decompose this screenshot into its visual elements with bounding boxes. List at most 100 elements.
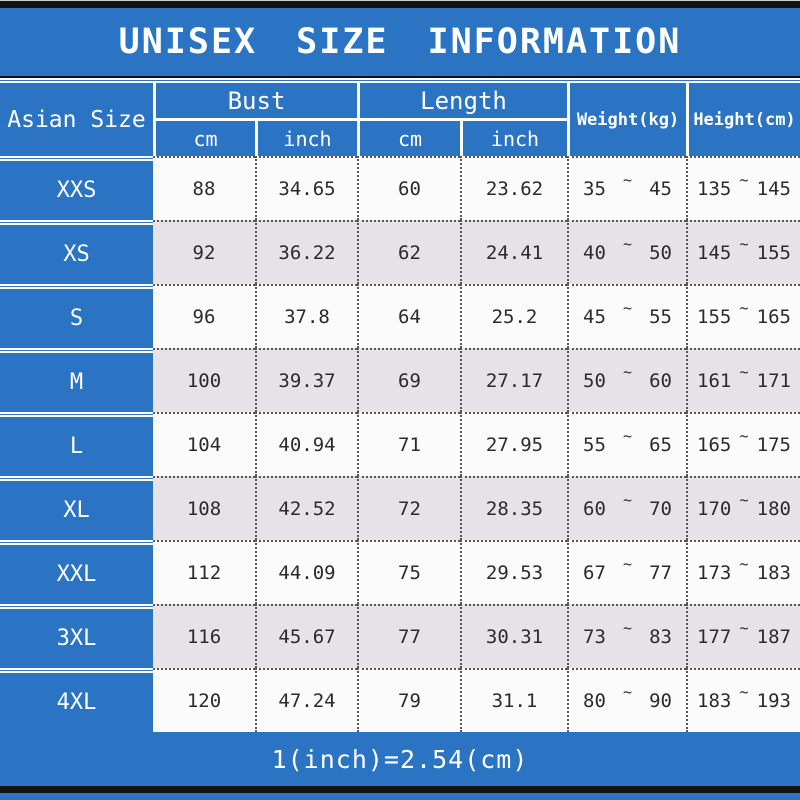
size-label: XL (0, 476, 153, 540)
length-inch-cell: 24.41 (460, 220, 567, 284)
length-inch-cell: 28.35 (460, 476, 567, 540)
height-range-cell: 183 ~193 (686, 668, 800, 732)
bust-cm-cell: 120 (153, 668, 255, 732)
bust-cm-cell: 104 (153, 412, 255, 476)
length-cm-cell: 60 (357, 156, 460, 220)
bust-inch-cell: 40.94 (255, 412, 357, 476)
tilde-symbol: ~ (622, 683, 633, 701)
header-length-cm: cm (397, 126, 423, 151)
height-range-cell: 161 ~171 (686, 348, 800, 412)
length-cm-cell: 69 (357, 348, 460, 412)
length-cm-cell: 62 (357, 220, 460, 284)
weight-range-cell: 60 ~70 (567, 476, 686, 540)
bust-cm-cell: 100 (153, 348, 255, 412)
height-range-cell: 173 ~183 (686, 540, 800, 604)
size-label: 3XL (0, 604, 153, 668)
length-inch-cell: 31.1 (460, 668, 567, 732)
height-min: 145 (697, 242, 732, 264)
height-range-cell: 135 ~145 (686, 156, 800, 220)
table-row-s: S 96 37.8 64 25.2 45 ~55 155 ~165 (0, 284, 800, 348)
header-bust-units: cm inch (156, 118, 357, 156)
bottom-border-bar (0, 786, 800, 793)
bust-inch-cell: 42.52 (255, 476, 357, 540)
weight-range-cell: 45 ~55 (567, 284, 686, 348)
weight-min: 67 (583, 562, 606, 584)
bust-inch-cell: 37.8 (255, 284, 357, 348)
bust-inch-cell: 36.22 (255, 220, 357, 284)
header-length-group: Length cm inch (357, 83, 567, 156)
header-length: Length (420, 86, 507, 115)
weight-max: 90 (649, 690, 672, 712)
length-cm-cell: 75 (357, 540, 460, 604)
bust-inch-cell: 39.37 (255, 348, 357, 412)
weight-max: 70 (649, 498, 672, 520)
tilde-symbol: ~ (622, 619, 633, 637)
table-row-xl: XL 108 42.52 72 28.35 60 ~70 170 ~180 (0, 476, 800, 540)
height-max: 171 (756, 370, 791, 392)
table-header: Asian Size Bust cm inch Length cm inch W… (0, 78, 800, 156)
weight-range-cell: 35 ~45 (567, 156, 686, 220)
length-inch-cell: 27.17 (460, 348, 567, 412)
table-row-3xl: 3XL 116 45.67 77 30.31 73 ~83 177 ~187 (0, 604, 800, 668)
header-bust-inch: inch (255, 121, 357, 156)
title-band: UNISEX SIZE INFORMATION (0, 8, 800, 78)
length-inch-cell: 30.31 (460, 604, 567, 668)
table-row-xs: XS 92 36.22 62 24.41 40 ~50 145 ~155 (0, 220, 800, 284)
header-asian-size: Asian Size (7, 106, 146, 133)
height-min: 173 (697, 562, 732, 584)
bust-cm-cell: 88 (153, 156, 255, 220)
header-length-inch: inch (460, 121, 567, 156)
size-label: 4XL (0, 668, 153, 732)
size-label: L (0, 412, 153, 476)
bottom-blue-strip (0, 793, 800, 800)
weight-min: 80 (583, 690, 606, 712)
weight-max: 65 (649, 434, 672, 456)
weight-min: 45 (583, 306, 606, 328)
weight-max: 77 (649, 562, 672, 584)
length-inch-cell: 25.2 (460, 284, 567, 348)
bust-cm-cell: 96 (153, 284, 255, 348)
tilde-symbol: ~ (739, 555, 749, 573)
tilde-symbol: ~ (739, 299, 749, 317)
footer-band: 1(inch)=2.54(cm) (0, 732, 800, 800)
bust-cm-cell: 112 (153, 540, 255, 604)
table-row-xxl: XXL 112 44.09 75 29.53 67 ~77 173 ~183 (0, 540, 800, 604)
weight-max: 50 (649, 242, 672, 264)
bust-cm-cell: 116 (153, 604, 255, 668)
bust-inch-cell: 47.24 (255, 668, 357, 732)
tilde-symbol: ~ (622, 427, 633, 445)
height-range-cell: 155 ~165 (686, 284, 800, 348)
tilde-symbol: ~ (739, 363, 749, 381)
tilde-symbol: ~ (739, 491, 749, 509)
size-label: M (0, 348, 153, 412)
height-max: 183 (756, 562, 791, 584)
length-inch-cell: 29.53 (460, 540, 567, 604)
length-cm-cell: 77 (357, 604, 460, 668)
size-label: XS (0, 220, 153, 284)
tilde-symbol: ~ (739, 235, 749, 253)
conversion-note: 1(inch)=2.54(cm) (271, 744, 529, 774)
weight-max: 83 (649, 626, 672, 648)
size-label: XXS (0, 156, 153, 220)
tilde-symbol: ~ (622, 235, 633, 253)
bust-cm-cell: 92 (153, 220, 255, 284)
length-inch-cell: 27.95 (460, 412, 567, 476)
bust-inch-cell: 45.67 (255, 604, 357, 668)
tilde-symbol: ~ (739, 683, 749, 701)
header-length-units: cm inch (360, 118, 567, 156)
height-min: 177 (697, 626, 732, 648)
tilde-symbol: ~ (622, 171, 633, 189)
weight-min: 60 (583, 498, 606, 520)
height-range-cell: 177 ~187 (686, 604, 800, 668)
length-cm-cell: 71 (357, 412, 460, 476)
height-max: 165 (756, 306, 791, 328)
bust-cm-cell: 108 (153, 476, 255, 540)
height-min: 170 (697, 498, 732, 520)
header-bust: Bust (227, 86, 286, 115)
height-max: 193 (756, 690, 791, 712)
weight-min: 40 (583, 242, 606, 264)
tilde-symbol: ~ (622, 363, 633, 381)
weight-range-cell: 55 ~65 (567, 412, 686, 476)
table-row-4xl: 4XL 120 47.24 79 31.1 80 ~90 183 ~193 (0, 668, 800, 732)
